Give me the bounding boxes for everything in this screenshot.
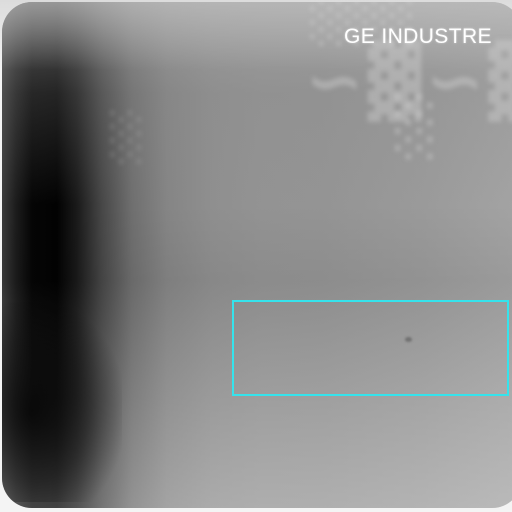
ghost-marking: ∽▓∽▓ bbox=[305, 40, 512, 122]
top-haze bbox=[0, 0, 512, 70]
ghost-marking: ░░░ bbox=[310, 0, 417, 46]
defect-indication bbox=[405, 337, 412, 342]
manufacturer-label: GE INDUSTRE bbox=[344, 25, 492, 48]
ghost-marking: ░ bbox=[395, 95, 439, 160]
region-of-interest-box[interactable] bbox=[232, 300, 509, 396]
ghost-marking: ░ bbox=[110, 110, 146, 164]
